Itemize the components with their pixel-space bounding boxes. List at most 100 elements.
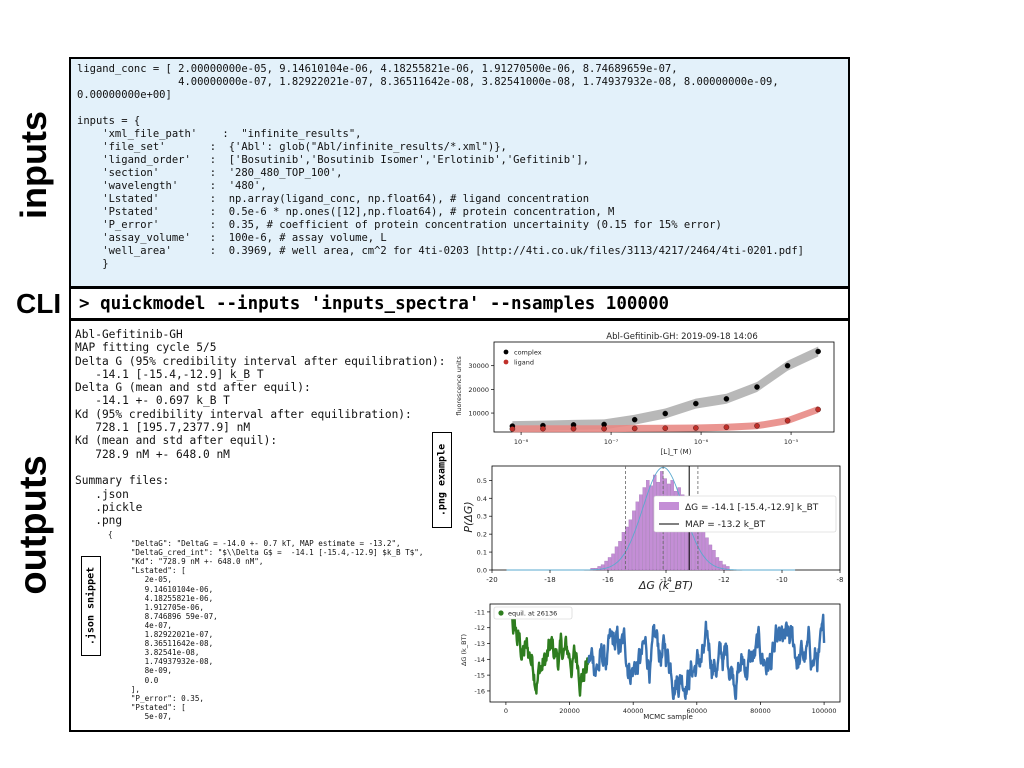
chart1-ylabel: fluorescence units	[455, 356, 463, 416]
chart2-bar	[600, 564, 605, 571]
cli-section-label: CLI	[16, 288, 62, 319]
chart2-legend-map-label: MAP = -13.2 k_BT	[685, 520, 766, 530]
chart3-trace-burnin	[504, 607, 590, 697]
chart2-bar	[607, 557, 612, 571]
chart2-bar	[649, 485, 653, 571]
chart2-ytick-label: 0.2	[477, 531, 487, 539]
chart2-bar	[632, 510, 636, 571]
chart1-point-complex	[631, 416, 638, 423]
chart3-ytick-label: -11	[474, 608, 485, 616]
chart1-point-complex	[693, 400, 699, 407]
chart2-bar	[726, 566, 730, 571]
chart3-frame	[489, 603, 841, 703]
chart1-point-ligand	[723, 424, 730, 431]
chart2-bar	[642, 487, 647, 571]
chart3-xtick-label: 80000	[750, 707, 771, 715]
chart2-bar	[611, 553, 615, 571]
chart1-band-ligand	[512, 406, 819, 433]
chart2-bar	[639, 494, 643, 571]
chart1-point-ligand	[784, 417, 791, 424]
chart1-xtick-label: 10⁻⁷	[604, 438, 619, 446]
chart1-legend-marker-ligand	[503, 359, 509, 365]
chart1-legend-label-complex: complex	[514, 349, 542, 357]
chart2-bar	[646, 480, 650, 571]
inputs-code-panel: ligand_conc = [ 2.00000000e-05, 9.146101…	[69, 57, 850, 288]
chart3-xtick-label: 20000	[559, 707, 580, 715]
chart1-ytick-label: 20000	[468, 386, 489, 394]
chart2-legend-cred-label: ΔG = -14.1 [-15.4,-12.9] k_BT	[685, 503, 819, 513]
chart3-legend-marker	[498, 610, 504, 616]
summary-output: Abl-Gefitinib-GH MAP fitting cycle 5/5 D…	[75, 328, 446, 528]
chart1-point-ligand	[601, 425, 607, 432]
chart1-point-complex	[754, 384, 760, 390]
outputs-section-label: outputs	[12, 455, 55, 595]
chart3-ytick-label: -13	[474, 640, 485, 648]
chart3-legend-box	[493, 606, 573, 620]
chart3-legend: equil. at 26136	[493, 606, 573, 620]
mcmc-trace-chart: ΔG (k_BT) MCMC sample 0 20000 40000 60000 80…	[460, 603, 841, 721]
chart1-xtick-label: 10⁻⁵	[784, 438, 799, 446]
chart1-ytick-label: 10000	[468, 410, 489, 418]
chart1-legend-label-ligand: ligand	[514, 359, 534, 367]
chart2-bar	[708, 544, 713, 571]
chart1-xtick-label: 10⁻⁸	[514, 438, 529, 446]
chart2-gaussian-curve	[506, 466, 796, 571]
chart2-ytick-label: 0.0	[477, 567, 487, 575]
chart2-bar	[701, 530, 706, 571]
chart2-bar	[635, 501, 640, 571]
chart1-point-complex	[815, 348, 821, 355]
chart1-xtick-label: 10⁻⁶	[694, 438, 709, 446]
chart1-frame	[493, 341, 835, 433]
png-example-tag: .png example	[432, 432, 452, 528]
chart1-point-ligand	[815, 406, 821, 413]
cli-command: > quickmodel --inputs 'inputs_spectra' -…	[79, 294, 670, 314]
chart1-point-ligand	[540, 425, 546, 432]
chart1-point-ligand	[754, 423, 760, 429]
chart2-xtick-label: -16	[602, 576, 614, 584]
chart3-ylabel: ΔG (k_BT)	[460, 634, 468, 666]
chart1-point-ligand	[570, 425, 577, 432]
deltag-histogram-chart: P(ΔG) ΔG (k_BT) -20 -18 -16 -14 -12 -10 -8 0.0 0…	[462, 465, 844, 592]
chart2-bar	[715, 557, 720, 571]
chart2-ytick-label: 0.3	[477, 513, 487, 521]
chart2-ytick-label: 0.5	[477, 477, 487, 485]
chart1-xlabel: [L]_T (M)	[661, 448, 692, 456]
chart3-ytick-label: -15	[474, 672, 485, 680]
chart3-legend-label: equil. at 26136	[508, 610, 557, 618]
chart2-bar	[618, 541, 622, 571]
chart1-point-ligand	[693, 425, 699, 431]
chart2-bar	[719, 560, 723, 571]
chart3-xtick-label: 100000	[812, 707, 837, 715]
chart1-point-complex	[662, 410, 669, 417]
chart2-bar	[621, 532, 626, 571]
chart1-point-ligand	[631, 425, 638, 432]
chart2-legend-box	[653, 495, 837, 533]
chart2-ylabel: P(ΔG)	[462, 501, 475, 532]
chart2-bar	[705, 537, 709, 571]
json-snippet-tag: .json snippet	[81, 556, 101, 656]
chart2-xtick-label: -14	[660, 576, 672, 584]
chart1-legend-marker-complex	[503, 349, 509, 355]
chart2-legend: ΔG = -14.1 [-15.4,-12.9] k_BT MAP = -13.2…	[653, 495, 837, 533]
chart3-ytick-label: -16	[474, 687, 485, 695]
chart3-xtick-label: 60000	[686, 707, 707, 715]
chart2-bar	[722, 564, 727, 571]
binding-curve-chart: Abl-Gefitinib-GH: 2019-09-18 14:06 fluor…	[455, 332, 835, 456]
chart2-xtick-label: -8	[837, 576, 844, 584]
chart2-xtick-label: -18	[544, 576, 555, 584]
chart1-point-ligand	[662, 425, 669, 431]
chart2-bar	[597, 566, 601, 571]
chart2-bar	[614, 546, 619, 571]
chart2-bar	[712, 550, 716, 571]
chart1-band-complex	[512, 346, 819, 432]
chart2-xtick-label: -20	[486, 576, 497, 584]
chart2-ytick-label: 0.4	[477, 495, 487, 503]
chart3-xtick-label: 0	[504, 707, 508, 715]
chart1-point-complex	[784, 362, 791, 369]
chart1-point-ligand	[509, 426, 516, 432]
chart2-xtick-label: -12	[718, 576, 729, 584]
chart2-bar	[680, 494, 685, 571]
chart1-legend: complex ligand	[503, 349, 542, 367]
inputs-section-label: inputs	[13, 111, 54, 219]
json-snippet: { "DeltaG": "DeltaG = -14.0 +- 0.7 kT, M…	[108, 530, 424, 721]
